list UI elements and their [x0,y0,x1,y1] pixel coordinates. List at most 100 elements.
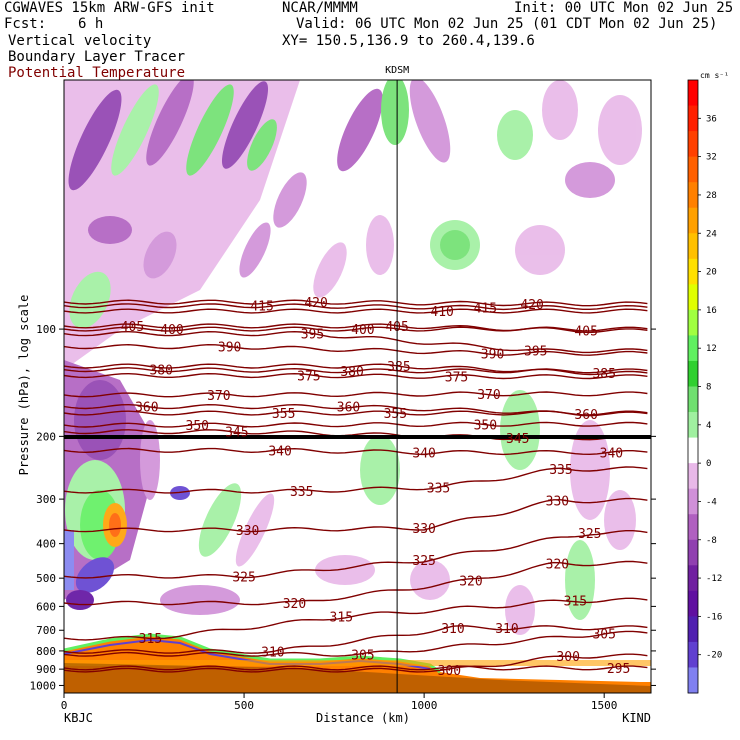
isentrope-label: 315 [564,594,587,609]
colorbar-swatch [688,335,698,362]
isentrope-label: 380 [149,364,172,379]
isentrope-label: 390 [218,341,241,356]
colorbar-tick-label: -12 [706,574,722,584]
field-label-potential-temperature: Potential Temperature [8,65,186,81]
field-label-boundary-layer-tracer: Boundary Layer Tracer [8,49,186,65]
isentrope-label: 320 [459,574,482,589]
colorbar-swatch [688,412,698,439]
isentrope-label: 340 [268,444,291,459]
colorbar-tick-label: 4 [706,421,711,431]
y-tick-label: 700 [36,624,56,637]
field-label-vertical-velocity: Vertical velocity [8,33,152,49]
isentrope-label: 315 [330,611,353,626]
isentrope-label: 320 [283,597,306,612]
isentrope-label: 300 [438,664,461,679]
isentrope-390 [64,343,648,356]
colorbar-swatch [688,463,698,490]
y-axis: 100 200 300 400 500 600 700 800 900 1000 [30,323,656,692]
isentrope-label: 330 [412,522,435,537]
y-tick-label: 1000 [30,679,57,692]
isentrope-label: 390 [481,347,504,362]
isentrope-label: 300 [556,650,579,665]
isentrope-label: 360 [135,401,158,416]
y-tick-label: 600 [36,600,56,613]
x-tick-label: 0 [61,699,68,712]
isentrope-label: 315 [139,632,162,647]
isentrope-415 [64,303,648,311]
x-tick-label: 1500 [591,699,618,712]
isentrope-295 [64,665,648,671]
isentrope-label: 405 [121,320,144,335]
colorbar-tick-label: 8 [706,383,711,393]
isentrope-label: 310 [261,645,284,660]
isentrope-label: 415 [250,300,273,315]
right-station-label: KIND [622,711,651,725]
colorbar-swatch [688,565,698,592]
vertical-velocity-shading [64,80,651,693]
organization: NCAR/MMMM [282,0,358,16]
isentrope-label: 335 [427,481,450,496]
y-tick-label: 800 [36,645,56,658]
x-tick-label: 500 [234,699,254,712]
colorbar-unit: cm s⁻¹ [700,71,729,80]
colorbar-swatch [688,80,698,107]
isentrope-350 [64,421,648,428]
init-time: Init: 00 UTC Mon 02 Jun 25 [514,0,734,16]
isentrope-label: 350 [186,419,209,434]
isentrope-310 [64,625,648,654]
x-tick-label: 1000 [411,699,438,712]
isentrope-label: 395 [301,328,324,343]
colorbar-swatch [688,539,698,566]
model-title: CGWAVES 15km ARW-GFS init [4,0,215,16]
plot-frame [63,79,652,694]
isentrope-label: 380 [340,365,363,380]
colorbar-swatch [688,514,698,541]
isentrope-360 [64,403,648,417]
isentrope-label: 415 [474,302,497,317]
isentrope-label: 360 [337,401,360,416]
isentrope-385 [64,363,648,376]
colorbar-tick-label: -20 [706,651,722,661]
isentrope-label: 310 [441,622,464,637]
isentrope-420 [64,299,648,307]
y-tick-label: 100 [36,323,56,336]
y-tick-label: 400 [36,538,56,551]
colorbar-tick-label: 24 [706,229,717,239]
colorbar-swatch [688,131,698,158]
left-station-label: KBJC [64,711,93,725]
isentrope-label: 325 [578,527,601,542]
isentrope-label: 355 [272,407,295,422]
isentrope-label: 340 [600,447,623,462]
isentrope-label: 420 [520,298,543,313]
colorbar-swatch [688,182,698,209]
isentrope-label: 370 [477,388,500,403]
isentrope-label: 340 [412,447,435,462]
colorbar-swatch [688,488,698,515]
isentrope-label: 320 [546,558,569,573]
colorbar-swatch [688,207,698,234]
isentrope-label: 350 [474,418,497,433]
colorbar-swatch [688,156,698,183]
x-axis: 0 500 1000 1500 [61,693,618,712]
x-axis-label: Distance (km) [316,711,410,725]
colorbar-tick-label: 32 [706,153,717,163]
y-tick-label: 500 [36,572,56,585]
colorbar-swatch [688,386,698,413]
colorbar-tick-label: -16 [706,612,722,622]
cross-section-endpoints: XY= 150.5,136.9 to 260.4,139.6 [282,33,535,49]
isentrope-315 [64,597,648,641]
isentrope-330 [64,497,648,533]
colorbar-swatch [688,309,698,336]
colorbar: 36 32 28 24 20 16 12 8 4 0 -4 -8 -12 -16 -20 [687,79,722,694]
potential-temperature-contours [64,299,648,673]
colorbar-swatch [688,233,698,260]
isentrope-label: 375 [297,370,320,385]
isentrope-label: 420 [304,296,327,311]
colorbar-tick-label: 28 [706,191,717,201]
isentrope-label: 330 [546,495,569,510]
forecast-label: Fcst: [4,16,47,32]
colorbar-swatch [688,616,698,643]
y-tick-label: 900 [36,663,56,676]
isentrope-label: 360 [574,408,597,423]
